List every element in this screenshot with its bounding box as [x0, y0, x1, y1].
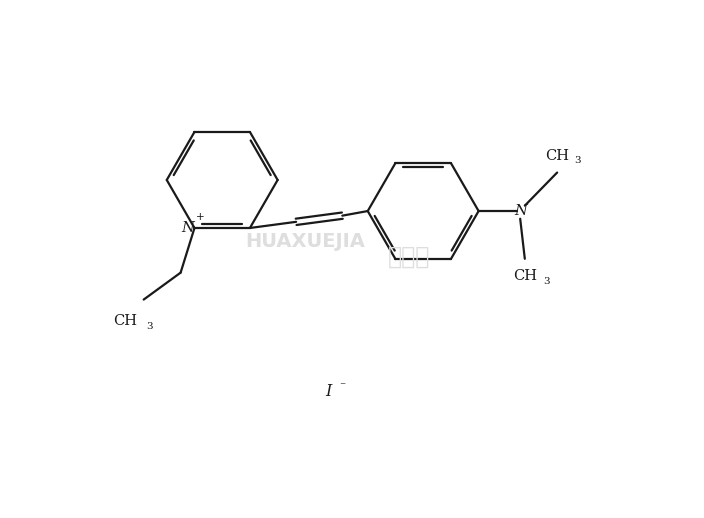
Text: HUAXUEJIA: HUAXUEJIA	[246, 232, 365, 251]
Text: 3: 3	[146, 322, 153, 331]
Text: 3: 3	[574, 156, 582, 165]
Text: I: I	[325, 383, 332, 400]
Text: CH: CH	[514, 269, 538, 283]
Text: CH: CH	[113, 314, 137, 328]
Text: CH: CH	[545, 149, 569, 163]
Text: ⁻: ⁻	[339, 380, 346, 393]
Text: N: N	[182, 221, 194, 235]
Text: 化学加: 化学加	[388, 245, 431, 269]
Text: N: N	[514, 204, 527, 218]
Text: +: +	[196, 212, 205, 222]
Text: 3: 3	[543, 277, 550, 286]
